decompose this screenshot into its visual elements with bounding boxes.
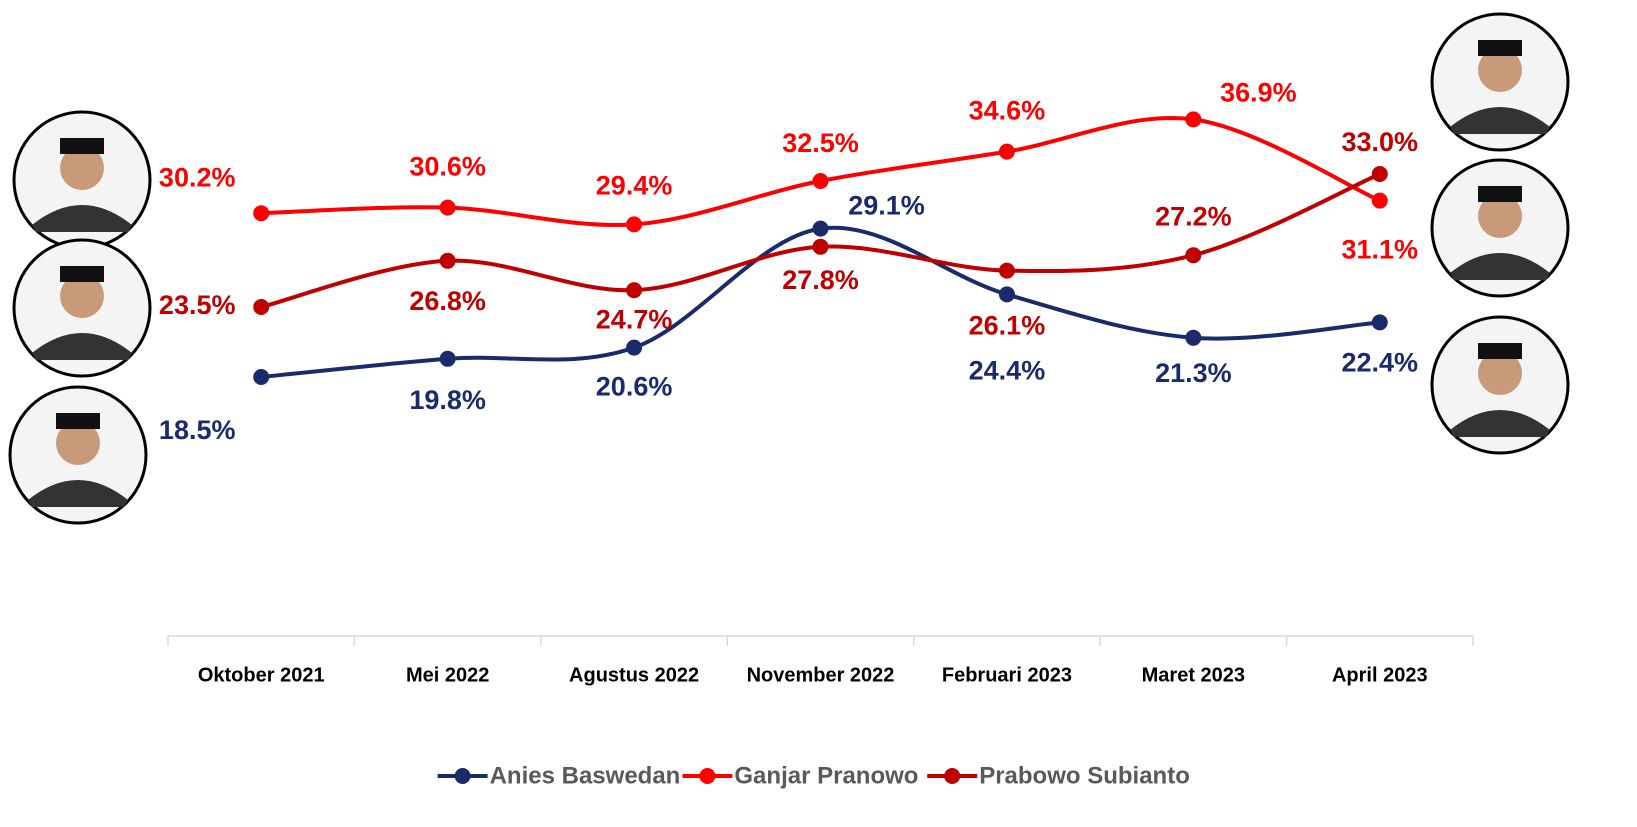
value-label: 29.1% xyxy=(848,191,925,221)
marker xyxy=(1371,314,1388,331)
marker xyxy=(1185,247,1202,264)
portraits xyxy=(8,12,1570,525)
marker xyxy=(1185,329,1202,346)
x-tick-label: Februari 2023 xyxy=(942,664,1072,686)
value-label: 23.5% xyxy=(159,290,236,320)
marker xyxy=(1185,111,1202,128)
value-label: 36.9% xyxy=(1220,78,1297,108)
marker xyxy=(998,262,1015,279)
value-label: 21.3% xyxy=(1155,358,1232,388)
marker xyxy=(812,238,829,255)
value-label: 30.6% xyxy=(409,152,486,182)
x-tick-label: Maret 2023 xyxy=(1142,664,1245,686)
marker xyxy=(812,220,829,237)
marker xyxy=(812,173,829,189)
legend: Anies Baswedan Ganjar Pranowo Prabowo Subi… xyxy=(437,762,1190,789)
marker xyxy=(626,216,643,233)
value-label: 27.2% xyxy=(1155,201,1232,231)
value-label: 24.7% xyxy=(596,304,673,334)
marker xyxy=(439,350,456,367)
value-label: 29.4% xyxy=(596,171,673,201)
value-label: 31.1% xyxy=(1342,235,1419,265)
value-label: 22.4% xyxy=(1342,348,1419,378)
marker xyxy=(253,369,270,385)
legend-marker xyxy=(454,768,471,784)
x-tick-label: Oktober 2021 xyxy=(198,664,325,686)
marker xyxy=(253,205,270,222)
legend-label: Ganjar Pranowo xyxy=(734,762,918,789)
value-label: 33.0% xyxy=(1342,127,1419,157)
legend-label: Anies Baswedan xyxy=(490,762,681,789)
value-label: 30.2% xyxy=(159,162,236,192)
value-label: 26.8% xyxy=(409,286,486,316)
x-tick-label: Agustus 2022 xyxy=(569,664,699,686)
legend-label: Prabowo Subianto xyxy=(979,762,1190,789)
marker xyxy=(1371,166,1388,182)
marker xyxy=(626,339,643,356)
x-tick-label: Mei 2022 xyxy=(406,664,489,686)
value-label: 26.1% xyxy=(969,311,1046,341)
marker xyxy=(1371,192,1388,209)
marker xyxy=(998,286,1015,303)
x-tick-label: April 2023 xyxy=(1332,664,1428,686)
portrait xyxy=(12,110,152,250)
x-tick-label: November 2022 xyxy=(747,664,895,686)
value-label: 32.5% xyxy=(782,128,859,158)
portrait xyxy=(12,238,152,378)
marker xyxy=(439,199,456,216)
value-label: 24.4% xyxy=(969,356,1046,386)
marker xyxy=(439,252,456,269)
portrait xyxy=(8,385,148,525)
marker xyxy=(998,143,1015,160)
value-label: 20.6% xyxy=(596,372,673,402)
portrait xyxy=(1430,315,1570,455)
value-label: 34.6% xyxy=(969,96,1046,126)
value-label: 18.5% xyxy=(159,415,236,445)
value-label: 19.8% xyxy=(409,385,486,415)
marker xyxy=(626,282,643,299)
value-label: 27.8% xyxy=(782,265,859,295)
portrait xyxy=(1430,12,1570,152)
marker xyxy=(253,299,270,315)
legend-marker xyxy=(944,768,961,784)
legend-marker xyxy=(699,768,716,784)
portrait xyxy=(1430,158,1570,298)
